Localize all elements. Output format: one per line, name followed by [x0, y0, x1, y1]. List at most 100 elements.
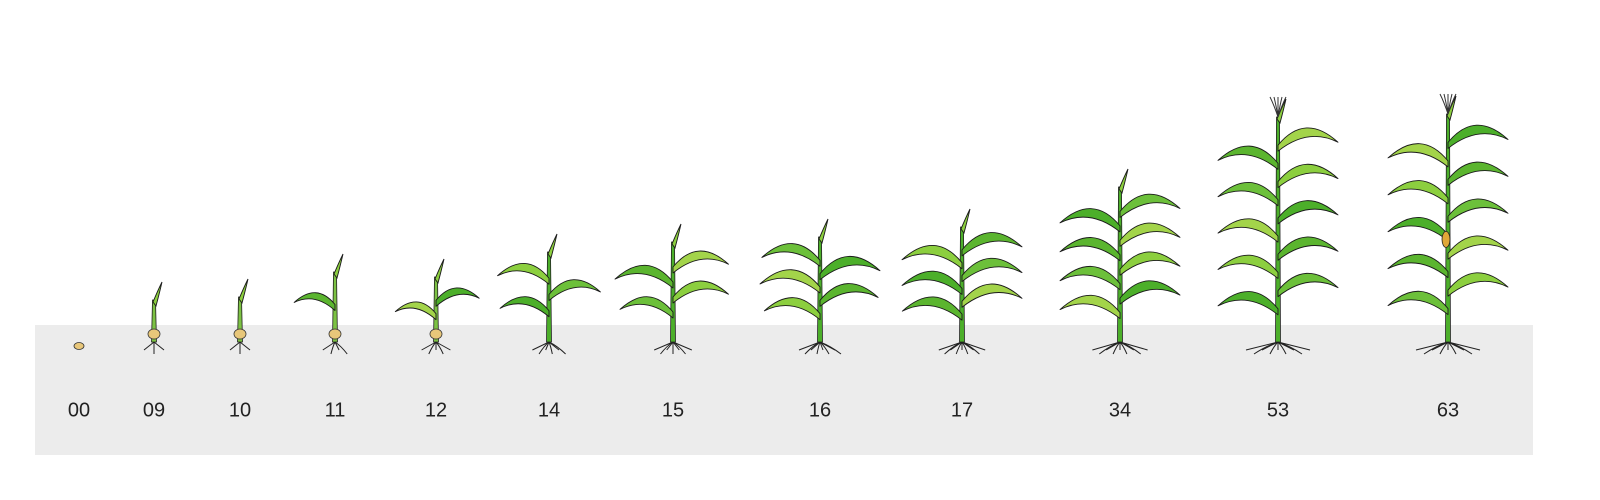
stem [670, 241, 676, 343]
leaf [499, 296, 550, 318]
leaf [901, 270, 963, 295]
leaf [497, 263, 550, 285]
ground-band [35, 325, 1533, 455]
root [143, 341, 155, 351]
root [666, 341, 674, 351]
stage-label: 53 [1267, 399, 1289, 421]
leaf [1217, 218, 1279, 243]
leaf [1119, 280, 1181, 305]
plant [394, 258, 480, 355]
root [548, 341, 566, 355]
stage-label: 34 [1109, 399, 1131, 421]
plant [901, 208, 1023, 355]
seed [147, 328, 161, 340]
root [1447, 341, 1481, 351]
leaf [1277, 200, 1339, 225]
leaf [1387, 290, 1449, 315]
leaf [1059, 294, 1121, 320]
leaf [619, 296, 674, 319]
tassel [1277, 96, 1287, 118]
plant [229, 278, 251, 354]
stage-label: 16 [809, 399, 831, 421]
leaf [1387, 143, 1449, 168]
root [435, 341, 451, 351]
leaf [1217, 291, 1279, 316]
stage-label: 17 [951, 399, 973, 421]
root [330, 341, 336, 355]
root [961, 341, 986, 351]
root [334, 341, 348, 355]
plant [1059, 168, 1181, 355]
leaf [1387, 180, 1449, 205]
root [1439, 341, 1449, 355]
stem [959, 226, 965, 343]
plant [614, 223, 729, 355]
root [545, 341, 550, 351]
leaf [672, 280, 729, 304]
leaf [1119, 251, 1181, 276]
root [672, 341, 692, 351]
seed [73, 342, 85, 350]
leaf [763, 297, 821, 321]
plant [1387, 93, 1509, 355]
root [322, 341, 336, 351]
root [1431, 341, 1449, 351]
leaf [1447, 235, 1509, 260]
stage-label: 09 [143, 399, 165, 421]
seed [328, 328, 342, 340]
leaf [761, 243, 821, 267]
leaf [1059, 265, 1121, 291]
leaf-tip [960, 208, 971, 235]
leaf [961, 232, 1023, 257]
leaf [1387, 217, 1449, 242]
leaf [394, 301, 437, 321]
leaf-tip [1118, 168, 1129, 195]
root [1269, 341, 1279, 355]
root [1261, 341, 1279, 351]
root [153, 341, 165, 351]
stage-label: 00 [68, 399, 90, 421]
plant [143, 281, 165, 354]
leaf [819, 255, 881, 281]
leaf [1217, 182, 1279, 207]
root [1119, 341, 1148, 351]
stage-label: 63 [1437, 399, 1459, 421]
stage-label: 12 [425, 399, 447, 421]
plant [497, 233, 601, 355]
leaf [614, 264, 674, 289]
leaf [1277, 272, 1339, 298]
root [428, 341, 437, 355]
plant [293, 253, 348, 355]
plant [1217, 96, 1339, 355]
leaf [1447, 124, 1509, 149]
leaf-tip [818, 218, 829, 245]
stage-label: 10 [229, 399, 251, 421]
leaf [435, 287, 480, 307]
leaf-tip [152, 281, 163, 308]
leaf-tip [434, 258, 445, 285]
leaf [961, 283, 1023, 308]
leaf [1217, 254, 1279, 279]
leaf [1059, 237, 1121, 262]
leaf [672, 250, 729, 274]
leaf [759, 269, 821, 294]
tassel [1447, 93, 1457, 115]
leaf [1217, 145, 1279, 170]
plant [73, 342, 85, 350]
leaf [819, 283, 879, 307]
leaf [293, 292, 336, 311]
tassel [1439, 93, 1449, 115]
leaf [1119, 222, 1181, 247]
root [1112, 341, 1121, 355]
leaf [1447, 272, 1509, 297]
leaf [1447, 161, 1509, 186]
stage-label: 14 [538, 399, 560, 421]
root [1277, 341, 1311, 351]
leaf [901, 245, 963, 270]
leaf [901, 296, 963, 321]
cob [1441, 230, 1451, 248]
stage-labels: 00 09 10 11 12 14 15 16 17 34 53 63 [68, 399, 1459, 421]
leaf [1277, 163, 1339, 188]
